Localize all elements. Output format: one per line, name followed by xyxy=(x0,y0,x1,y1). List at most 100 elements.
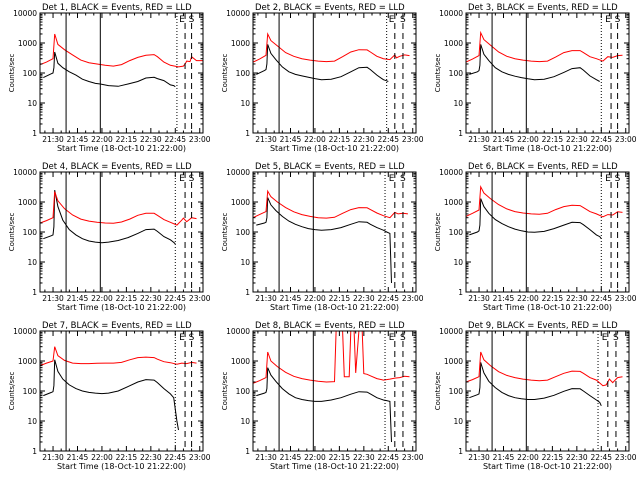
y-tick-label: 10 xyxy=(453,258,463,267)
panel-det-6: Det 6, BLACK = Events, RED = LLD E S 1 10 100… xyxy=(434,162,637,312)
flag-s-label: S xyxy=(615,174,621,184)
y-tick-label: 1000 xyxy=(444,357,463,366)
x-axis-label: Start Time (18-Oct-10 21:22:00) xyxy=(57,303,186,312)
x-tick-label: 21:30 xyxy=(255,294,277,303)
events-series-line xyxy=(469,362,602,407)
y-tick-label: 10 xyxy=(240,99,250,108)
x-tick-label: 21:30 xyxy=(468,453,490,462)
x-tick-label: 22:30 xyxy=(140,453,162,462)
x-tick-label: 23:00 xyxy=(402,135,424,144)
x-axis-label: Start Time (18-Oct-10 21:22:00) xyxy=(483,303,612,312)
lld-series-line xyxy=(466,184,623,218)
x-tick-label: 22:00 xyxy=(517,135,539,144)
x-tick-label: 23:00 xyxy=(189,453,211,462)
y-tick-label: 10000 xyxy=(226,168,250,177)
flag-e-label: E xyxy=(389,15,395,25)
y-tick-label: 1 xyxy=(32,129,37,138)
y-axis-label: Counts/sec xyxy=(434,372,442,411)
panel-det-9: Det 9, BLACK = Events, RED = LLD E S 1 10 100… xyxy=(434,321,637,471)
x-tick-label: 22:30 xyxy=(140,294,162,303)
chart-title: Det 9, BLACK = Events, RED = LLD xyxy=(468,321,618,331)
lld-series-line xyxy=(40,191,197,226)
y-tick-label: 10000 xyxy=(13,327,37,336)
y-axis-label: Counts/sec xyxy=(8,213,16,252)
panel-det-4: Det 4, BLACK = Events, RED = LLD E S 1 10 100… xyxy=(8,162,211,312)
x-axis-label: Start Time (18-Oct-10 21:22:00) xyxy=(483,144,612,153)
panel-det-7: Det 7, BLACK = Events, RED = LLD E S 1 10 100… xyxy=(8,321,211,471)
x-tick-label: 23:00 xyxy=(189,294,211,303)
plot-frame xyxy=(252,12,417,134)
panel-det-3: Det 3, BLACK = Events, RED = LLD E S 1 10 100… xyxy=(434,3,637,153)
flag-s-label: S xyxy=(189,333,195,343)
chart-title: Det 7, BLACK = Events, RED = LLD xyxy=(42,321,192,331)
x-tick-label: 23:00 xyxy=(615,135,637,144)
lld-series-line xyxy=(466,30,623,63)
x-axis-label: Start Time (18-Oct-10 21:22:00) xyxy=(270,462,399,471)
y-tick-label: 10 xyxy=(27,99,37,108)
x-tick-label: 22:15 xyxy=(542,453,564,462)
x-tick-label: 22:15 xyxy=(542,135,564,144)
y-tick-label: 1000 xyxy=(18,198,37,207)
x-tick-label: 22:30 xyxy=(353,135,375,144)
events-series-line xyxy=(469,44,600,82)
chart-title: Det 5, BLACK = Events, RED = LLD xyxy=(255,162,405,172)
y-tick-label: 100 xyxy=(449,69,464,78)
chart-title: Det 6, BLACK = Events, RED = LLD xyxy=(468,162,618,172)
x-tick-label: 22:00 xyxy=(517,294,539,303)
y-tick-label: 100 xyxy=(236,387,251,396)
y-axis-label: Counts/sec xyxy=(8,54,16,93)
x-tick-label: 22:00 xyxy=(517,453,539,462)
x-tick-label: 21:45 xyxy=(280,135,302,144)
lld-series-line xyxy=(253,32,410,63)
flag-s-label: S xyxy=(189,15,195,25)
plot-frame xyxy=(465,171,630,293)
x-tick-label: 21:30 xyxy=(255,453,277,462)
x-tick-label: 22:30 xyxy=(140,135,162,144)
y-tick-label: 1000 xyxy=(231,39,250,48)
y-tick-label: 100 xyxy=(236,228,251,237)
flag-s-label: S xyxy=(615,15,621,25)
x-tick-label: 22:00 xyxy=(304,294,326,303)
x-tick-label: 21:30 xyxy=(42,294,64,303)
x-tick-label: 22:30 xyxy=(353,294,375,303)
y-tick-label: 1000 xyxy=(18,357,37,366)
lld-series-line xyxy=(466,351,623,387)
events-series-line xyxy=(43,359,179,431)
events-series-line xyxy=(256,197,392,284)
flag-e-label: E xyxy=(605,15,611,25)
flag-e-label: E xyxy=(602,333,608,343)
x-tick-label: 22:45 xyxy=(377,294,399,303)
x-tick-label: 21:45 xyxy=(67,135,89,144)
x-tick-label: 22:30 xyxy=(353,453,375,462)
y-tick-label: 1 xyxy=(32,447,37,456)
x-tick-label: 22:45 xyxy=(377,135,399,144)
flag-e-label: E xyxy=(179,174,185,184)
x-tick-label: 23:00 xyxy=(615,453,637,462)
plot-frame xyxy=(39,171,204,293)
x-tick-label: 22:30 xyxy=(566,135,588,144)
x-tick-label: 22:30 xyxy=(566,294,588,303)
panel-det-2: Det 2, BLACK = Events, RED = LLD E S 1 10 100… xyxy=(221,3,424,153)
x-tick-label: 21:45 xyxy=(280,294,302,303)
events-series-line xyxy=(469,198,602,240)
chart-title: Det 8, BLACK = Events, RED = LLD xyxy=(255,321,405,331)
x-tick-label: 21:45 xyxy=(493,453,515,462)
x-axis-label: Start Time (18-Oct-10 21:22:00) xyxy=(270,144,399,153)
y-tick-label: 10 xyxy=(27,258,37,267)
x-tick-label: 22:45 xyxy=(377,453,399,462)
y-tick-label: 1000 xyxy=(444,198,463,207)
y-tick-label: 1000 xyxy=(231,357,250,366)
x-tick-label: 21:45 xyxy=(493,294,515,303)
x-tick-label: 23:00 xyxy=(615,294,637,303)
plot-frame xyxy=(39,12,204,134)
x-tick-label: 22:15 xyxy=(329,135,351,144)
x-tick-label: 21:45 xyxy=(280,453,302,462)
y-tick-label: 10000 xyxy=(439,327,463,336)
y-tick-label: 10000 xyxy=(13,9,37,18)
y-tick-label: 1 xyxy=(458,447,463,456)
x-tick-label: 22:15 xyxy=(116,294,138,303)
lld-series-line xyxy=(253,331,410,384)
x-axis-label: Start Time (18-Oct-10 21:22:00) xyxy=(57,462,186,471)
events-series-line xyxy=(43,190,176,245)
